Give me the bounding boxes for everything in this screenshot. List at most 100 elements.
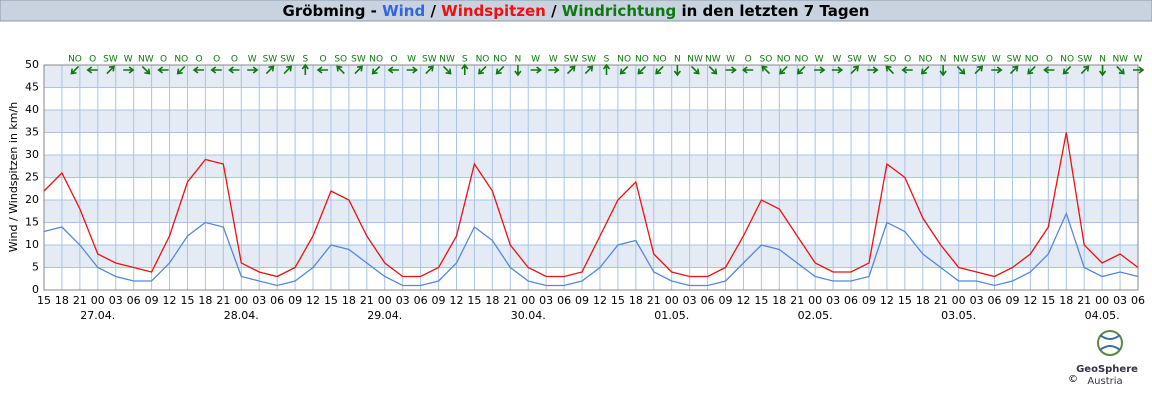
arrow-shape bbox=[796, 65, 806, 75]
direction-label: NW bbox=[687, 55, 703, 65]
title-part: in den letzten 7 Tagen bbox=[676, 2, 869, 20]
direction-label: NW bbox=[439, 55, 455, 65]
direction-label: SW bbox=[103, 55, 118, 65]
x-tick-label: 03 bbox=[1113, 294, 1127, 307]
direction-label: NO bbox=[476, 55, 490, 65]
arrow-shape bbox=[371, 65, 381, 75]
direction-label: SO bbox=[884, 55, 897, 65]
x-tick-label: 09 bbox=[145, 294, 159, 307]
direction-arrow bbox=[901, 66, 913, 74]
direction-arrow bbox=[157, 66, 169, 74]
direction-label: W bbox=[549, 55, 558, 65]
x-tick-label: 18 bbox=[916, 294, 930, 307]
direction-label: W bbox=[248, 55, 257, 65]
arrow-shape bbox=[387, 66, 399, 74]
y-tick-label: 0 bbox=[32, 283, 39, 296]
direction-arrow bbox=[247, 66, 259, 74]
x-tick-label: 09 bbox=[862, 294, 876, 307]
arrow-shape bbox=[157, 66, 169, 74]
direction-label: N bbox=[940, 55, 947, 65]
arrow-shape bbox=[247, 66, 259, 74]
date-label: 03.05. bbox=[941, 309, 976, 322]
arrow-shape bbox=[939, 65, 947, 77]
x-tick-label: 18 bbox=[629, 294, 643, 307]
x-tick-label: 18 bbox=[485, 294, 499, 307]
x-tick-label: 15 bbox=[467, 294, 481, 307]
direction-arrow bbox=[725, 66, 737, 74]
x-tick-label: 15 bbox=[180, 294, 194, 307]
x-tick-label: 03 bbox=[683, 294, 697, 307]
arrow-shape bbox=[461, 63, 469, 75]
date-label: 27.04. bbox=[80, 309, 115, 322]
arrow-shape bbox=[123, 66, 135, 74]
direction-arrow bbox=[708, 65, 718, 75]
x-tick-label: 06 bbox=[844, 294, 858, 307]
direction-label: W bbox=[868, 55, 877, 65]
direction-label: O bbox=[745, 55, 752, 65]
arrow-shape bbox=[442, 65, 452, 75]
direction-arrow bbox=[939, 65, 947, 77]
arrow-shape bbox=[406, 66, 418, 74]
direction-arrow bbox=[741, 66, 754, 74]
arrow-shape bbox=[228, 66, 240, 74]
direction-label: NO bbox=[777, 55, 791, 65]
arrow-shape bbox=[106, 65, 115, 75]
direction-arrow bbox=[1133, 66, 1145, 74]
y-tick-label: 50 bbox=[25, 58, 39, 71]
arrow-shape bbox=[901, 66, 913, 74]
x-tick-label: 00 bbox=[234, 294, 248, 307]
arrow-shape bbox=[1098, 65, 1107, 77]
direction-label: NW bbox=[953, 55, 969, 65]
x-tick-label: 18 bbox=[772, 294, 786, 307]
arrow-shape bbox=[283, 65, 293, 75]
y-tick-label: 10 bbox=[25, 238, 39, 251]
direction-arrow bbox=[478, 65, 487, 75]
date-label: 30.04. bbox=[511, 309, 546, 322]
x-tick-label: 18 bbox=[198, 294, 212, 307]
y-tick-label: 25 bbox=[25, 171, 39, 184]
direction-label: W bbox=[124, 55, 133, 65]
direction-label: NO bbox=[918, 55, 932, 65]
x-tick-label: 03 bbox=[396, 294, 410, 307]
arrow-shape bbox=[176, 65, 186, 75]
arrow-shape bbox=[708, 65, 718, 75]
x-tick-label: 00 bbox=[91, 294, 105, 307]
direction-arrow bbox=[106, 65, 115, 75]
direction-label: O bbox=[195, 55, 202, 65]
copyright: © bbox=[1068, 374, 1078, 385]
x-tick-label: 06 bbox=[988, 294, 1002, 307]
x-tick-label: 03 bbox=[539, 294, 553, 307]
direction-arrow bbox=[602, 63, 611, 75]
arrow-shape bbox=[86, 66, 98, 74]
direction-label: S bbox=[604, 55, 610, 65]
direction-arrow bbox=[210, 66, 222, 74]
arrow-shape bbox=[210, 66, 222, 74]
x-tick-label: 09 bbox=[288, 294, 302, 307]
direction-arrow bbox=[283, 65, 293, 75]
direction-arrow bbox=[850, 65, 860, 75]
direction-label: NW bbox=[705, 55, 721, 65]
x-tick-label: 09 bbox=[575, 294, 589, 307]
direction-label: SW bbox=[1078, 55, 1093, 65]
arrow-shape bbox=[725, 66, 737, 74]
direction-arrow bbox=[141, 65, 151, 75]
arrow-shape bbox=[514, 65, 522, 77]
direction-label: SW bbox=[971, 55, 986, 65]
arrow-shape bbox=[478, 65, 487, 75]
date-label: 02.05. bbox=[798, 309, 833, 322]
direction-label: W bbox=[992, 55, 1001, 65]
x-tick-label: 21 bbox=[503, 294, 517, 307]
x-tick-label: 12 bbox=[1023, 294, 1037, 307]
direction-label: NW bbox=[138, 55, 154, 65]
direction-arrow bbox=[371, 65, 381, 75]
direction-label: NO bbox=[635, 55, 649, 65]
x-tick-label: 03 bbox=[826, 294, 840, 307]
arrow-shape bbox=[1009, 65, 1019, 75]
direction-label: NO bbox=[369, 55, 383, 65]
arrow-shape bbox=[1062, 65, 1072, 75]
direction-label: NO bbox=[1060, 55, 1074, 65]
direction-label: N bbox=[674, 55, 681, 65]
y-axis-label: Wind / Windspitzen in km/h bbox=[7, 102, 20, 252]
arrow-shape bbox=[265, 65, 275, 75]
arrow-shape bbox=[867, 66, 879, 74]
